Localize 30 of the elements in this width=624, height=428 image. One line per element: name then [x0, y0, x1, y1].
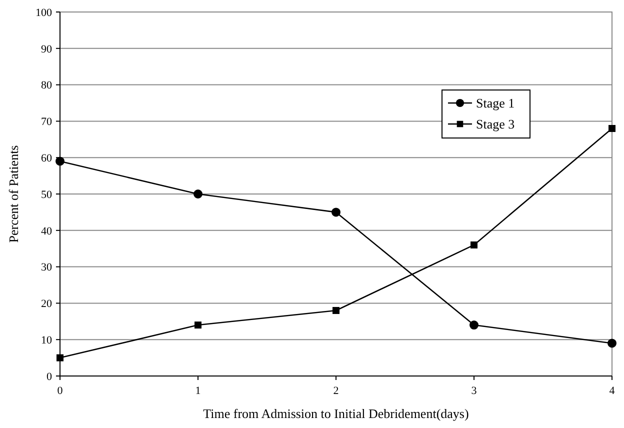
point: [332, 306, 340, 314]
y-tick-label: 90: [41, 43, 52, 56]
y-tick-label: 60: [41, 152, 52, 164]
y-tick-label: 20: [41, 298, 52, 310]
point: [194, 190, 202, 198]
point: [470, 241, 478, 248]
point: [608, 338, 616, 348]
x-axis-title: Time from Admission to Initial Debridement(days): [203, 406, 469, 421]
y-tick-label: 50: [41, 188, 52, 201]
y-tick-label: 30: [41, 262, 52, 274]
legend-label: Stage 1: [476, 96, 515, 111]
y-tick-label: 10: [41, 334, 52, 346]
point: [56, 156, 64, 166]
point: [332, 208, 340, 217]
y-tick-label: 100: [36, 6, 52, 19]
x-tick-label: 1: [195, 385, 201, 397]
point: [608, 124, 616, 132]
legend-label: Stage 3: [476, 116, 515, 132]
point: [470, 320, 478, 330]
y-tick-label: 40: [41, 225, 52, 238]
point: [56, 354, 64, 362]
x-tick-label: 0: [57, 385, 64, 397]
y-tick-label: 70: [41, 116, 52, 128]
y-tick-label: 80: [41, 80, 52, 92]
x-tick-label: 2: [333, 385, 339, 397]
x-tick-label: 3: [471, 385, 478, 397]
y-tick-label: 0: [46, 370, 52, 383]
y-axis-title: Percent of Patients: [6, 145, 21, 243]
x-tick-label: 4: [609, 385, 616, 397]
point: [194, 322, 202, 329]
